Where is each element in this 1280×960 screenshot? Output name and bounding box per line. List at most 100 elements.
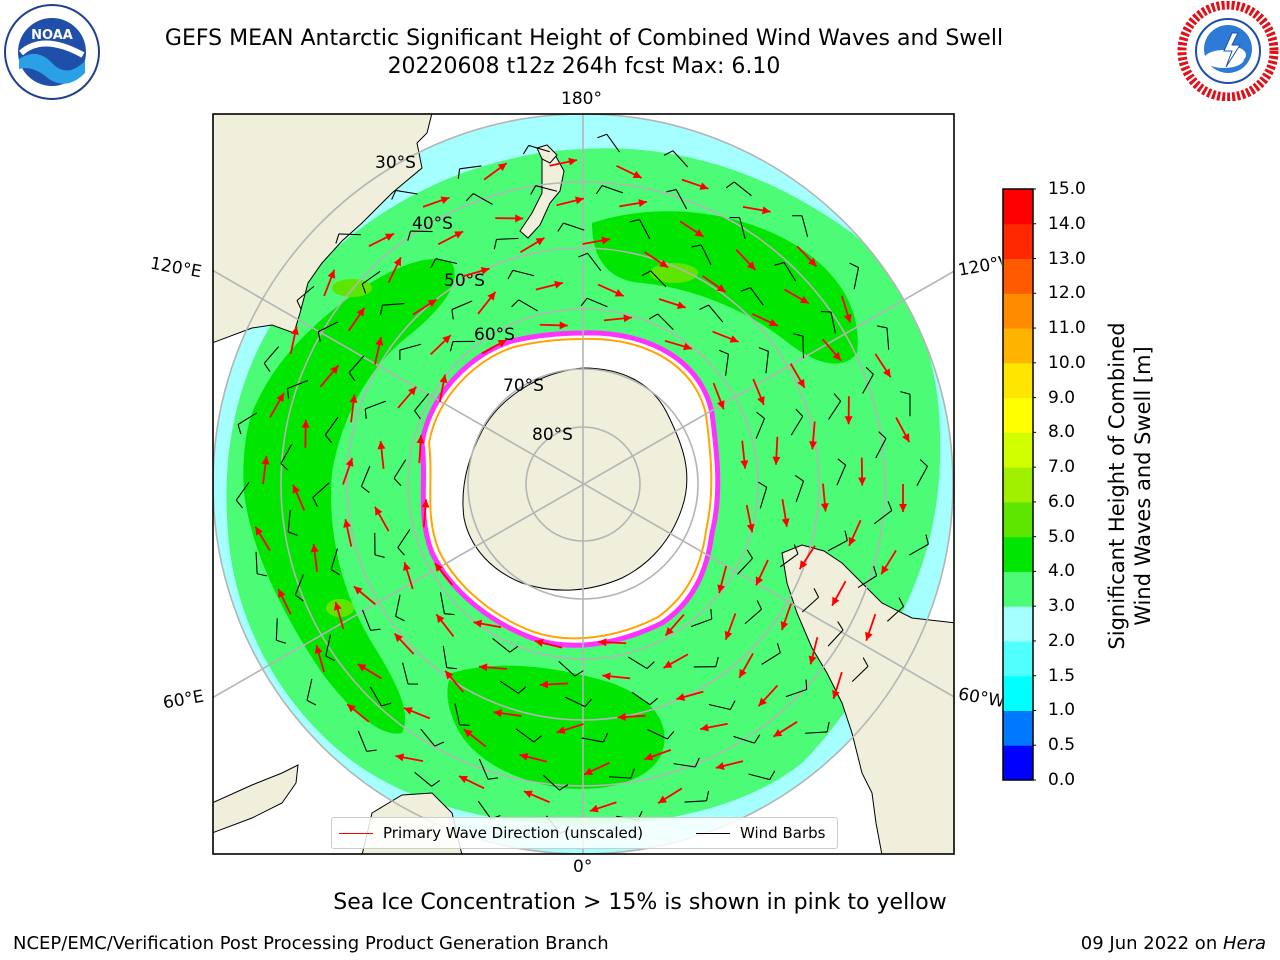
colorbar-tick-label: 5.0 [1048, 526, 1076, 547]
wave-direction-arrow [343, 518, 353, 547]
wind-barb [693, 656, 719, 668]
wind-barb [395, 594, 405, 622]
wind-barb [900, 391, 911, 417]
wind-barb [757, 481, 768, 509]
wind-barb [420, 728, 445, 747]
wave-direction-arrow [377, 440, 386, 469]
wind-barb [235, 482, 250, 509]
colorbar-segment [1003, 258, 1033, 294]
wave-direction-arrow [556, 196, 584, 207]
wave-direction-arrow [715, 760, 744, 770]
legend-label-wave: Primary Wave Direction (unscaled) [383, 824, 644, 842]
wind-barb [296, 285, 315, 310]
wind-barb [542, 774, 569, 791]
nws-logo [1177, 1, 1279, 101]
wave-direction-arrow [520, 237, 545, 254]
wave-direction-arrow [477, 291, 497, 315]
wave-direction-arrow [435, 613, 455, 637]
wind-barb [737, 549, 753, 575]
wave-direction-arrow [780, 603, 792, 631]
wind-barb [451, 300, 473, 320]
wind-barb [597, 133, 621, 153]
wave-direction-arrow [444, 670, 465, 693]
wave-direction-arrow [602, 672, 631, 681]
wind-barb [360, 465, 371, 493]
wind-barb [729, 216, 746, 240]
wind-barb [357, 730, 377, 752]
wave-direction-arrow [700, 722, 728, 732]
wind-barb [666, 189, 688, 210]
wave-direction-arrow [393, 632, 415, 655]
wave-direction-arrow [702, 275, 727, 293]
wave-direction-arrow [664, 339, 693, 351]
wind-barb [755, 411, 766, 439]
lat-label-60s: 60°S [474, 325, 515, 345]
wind-barb [580, 297, 608, 308]
noaa-logo-text: NOAA [31, 28, 73, 43]
wave-direction-arrow [895, 417, 911, 443]
wave-direction-arrow [617, 712, 646, 721]
wave-direction-arrow [658, 298, 686, 309]
wind-barb [391, 189, 418, 200]
wind-barb [629, 219, 651, 240]
wind-barb [761, 643, 781, 665]
wind-barb [402, 662, 419, 685]
lon-label-bottom: 0° [573, 857, 593, 877]
wave-direction-arrow [789, 363, 806, 389]
wind-barb [348, 355, 365, 382]
lon-label-lower-left: 60°E [161, 686, 206, 714]
wave-direction-arrow [292, 484, 306, 511]
wave-direction-arrow [589, 801, 617, 813]
wind-barb [873, 501, 893, 525]
wave-direction-arrow [463, 728, 487, 748]
wind-barb [595, 185, 623, 195]
wind-barb [779, 544, 799, 568]
wave-direction-arrow [462, 266, 490, 278]
colorbar-tick-label: 12.0 [1048, 283, 1086, 304]
colorbar-segment [1003, 467, 1033, 503]
wave-direction-arrow [374, 336, 384, 365]
wave-direction-arrow [519, 752, 547, 763]
wave-direction-arrow [598, 638, 627, 647]
wave-field-4to5m-north [592, 211, 858, 364]
chart-title: GEFS MEAN Antarctic Significant Height o… [164, 26, 1004, 51]
colorbar-tick-label: 2.0 [1048, 630, 1076, 651]
wind-barb [263, 346, 280, 372]
wave-direction-arrow [781, 499, 790, 527]
wind-barb [648, 313, 674, 330]
wave-direction-arrow [493, 709, 522, 718]
wave-direction-arrow [416, 435, 425, 464]
wave-direction-arrow [319, 364, 340, 388]
wave-direction-arrow [822, 338, 842, 362]
wave-direction-arrow [798, 545, 816, 570]
graticule [213, 114, 954, 854]
wind-barb [286, 379, 309, 399]
wind-barb [708, 700, 736, 711]
footer-date: 09 Jun 2022 on Hera [1081, 933, 1266, 954]
wave-direction-arrow [712, 382, 725, 410]
wind-barb [820, 310, 837, 334]
colorbar-tick-label: 1.0 [1048, 700, 1076, 721]
wind-barb [875, 431, 887, 459]
wave-direction-arrow [772, 721, 798, 738]
wave-direction-arrow [397, 386, 417, 409]
wind-barb [578, 252, 602, 272]
lon-label-top: 180° [561, 89, 602, 109]
wind-barb [393, 459, 407, 486]
wave-direction-arrow [796, 245, 818, 268]
wave-direction-arrow [412, 298, 438, 316]
wave-direction-arrow [752, 378, 765, 406]
wind-barb [442, 645, 457, 670]
wind-barb [791, 215, 809, 238]
wave-direction-arrow [848, 519, 862, 547]
wave-direction-arrow [403, 707, 431, 720]
wind-barb [908, 534, 929, 556]
wave-field-4to5m-south [447, 665, 665, 789]
wave-direction-arrow [808, 636, 819, 665]
wind-barb [379, 303, 405, 316]
wind-barb [663, 150, 689, 168]
wind-barb [851, 657, 869, 683]
wind-barb [758, 347, 769, 374]
wind-barb [280, 443, 293, 471]
wave-direction-arrow [261, 456, 270, 485]
